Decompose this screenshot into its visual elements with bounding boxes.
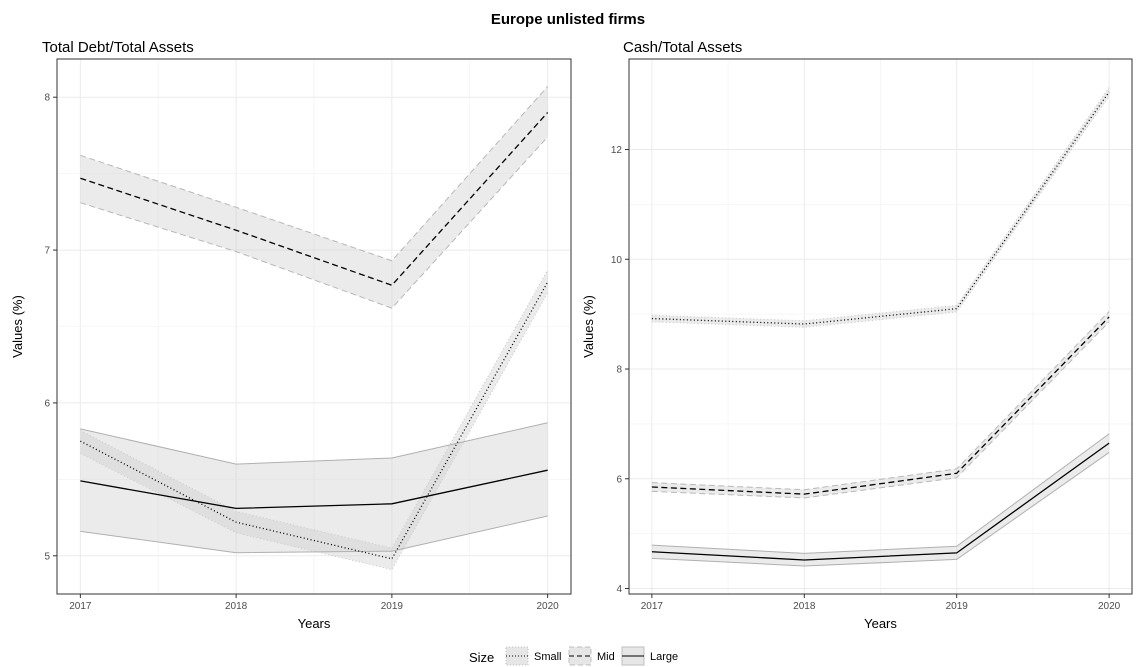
band-small [80, 269, 548, 570]
panel-border [56, 58, 572, 595]
band-edge-lower-mid [651, 321, 1110, 499]
y-axis-title: Values (%) [10, 295, 25, 358]
x-tick-label: 2019 [381, 601, 404, 612]
series-line-mid [651, 316, 1110, 495]
y-tick-label: 4 [616, 584, 622, 595]
panel-border [628, 58, 1133, 595]
series-line-small [80, 281, 549, 560]
x-tick-label: 2020 [1098, 601, 1121, 612]
band-mid [80, 86, 548, 309]
band-edge-upper-small [80, 269, 549, 549]
legend-label-small: Small [534, 651, 562, 663]
y-tick-label: 7 [44, 246, 50, 257]
y-axis-title: Values (%) [581, 295, 596, 358]
band-large [80, 422, 548, 553]
band-large [651, 433, 1110, 567]
x-axis-title: Years [298, 616, 331, 631]
x-tick-label: 2018 [793, 601, 816, 612]
legend: Size Small Mid Large [469, 646, 678, 666]
y-tick-label: 10 [611, 255, 623, 266]
band-edge-upper-mid [651, 311, 1110, 491]
x-tick-label: 2017 [69, 601, 92, 612]
legend-key-mid [568, 646, 592, 666]
panel-title: Total Debt/Total Assets [42, 39, 194, 56]
legend-label-large: Large [650, 651, 678, 663]
x-tick-label: 2020 [537, 601, 560, 612]
series-line-small [651, 91, 1110, 325]
band-edge-lower-large [80, 515, 548, 554]
legend-key-large [621, 646, 645, 666]
band-edge-lower-mid [80, 136, 549, 309]
y-tick-label: 6 [616, 474, 622, 485]
panel-cash: Cash/Total Assets 2017 2018 2019 2020 4 6 8 10 12… [581, 39, 1133, 631]
x-tick-label: 2017 [641, 601, 664, 612]
panel-title: Cash/Total Assets [623, 39, 742, 56]
y-tick-label: 6 [44, 398, 50, 409]
series-line-large [80, 469, 548, 510]
x-axis-title: Years [864, 616, 897, 631]
band-edge-upper-large [80, 422, 548, 465]
band-edge-lower-large [651, 452, 1110, 567]
y-tick-label: 12 [611, 145, 623, 156]
band-edge-lower-small [651, 96, 1110, 328]
x-tick-label: 2018 [225, 601, 248, 612]
y-tick-label: 5 [44, 551, 50, 562]
x-tick-label: 2019 [946, 601, 969, 612]
legend-label-mid: Mid [597, 651, 615, 663]
panel-total-debt: Total Debt/Total Assets 2017 2018 2019 2020 5… [10, 39, 572, 631]
legend-key-small [505, 646, 529, 666]
series-line-large [651, 442, 1110, 561]
band-edge-lower-small [80, 292, 549, 571]
band-edge-upper-large [651, 433, 1110, 554]
y-tick-label: 8 [44, 93, 50, 104]
legend-title: Size [469, 650, 494, 665]
figure-title: Europe unlisted firms [491, 11, 645, 28]
y-tick-label: 8 [616, 365, 622, 376]
